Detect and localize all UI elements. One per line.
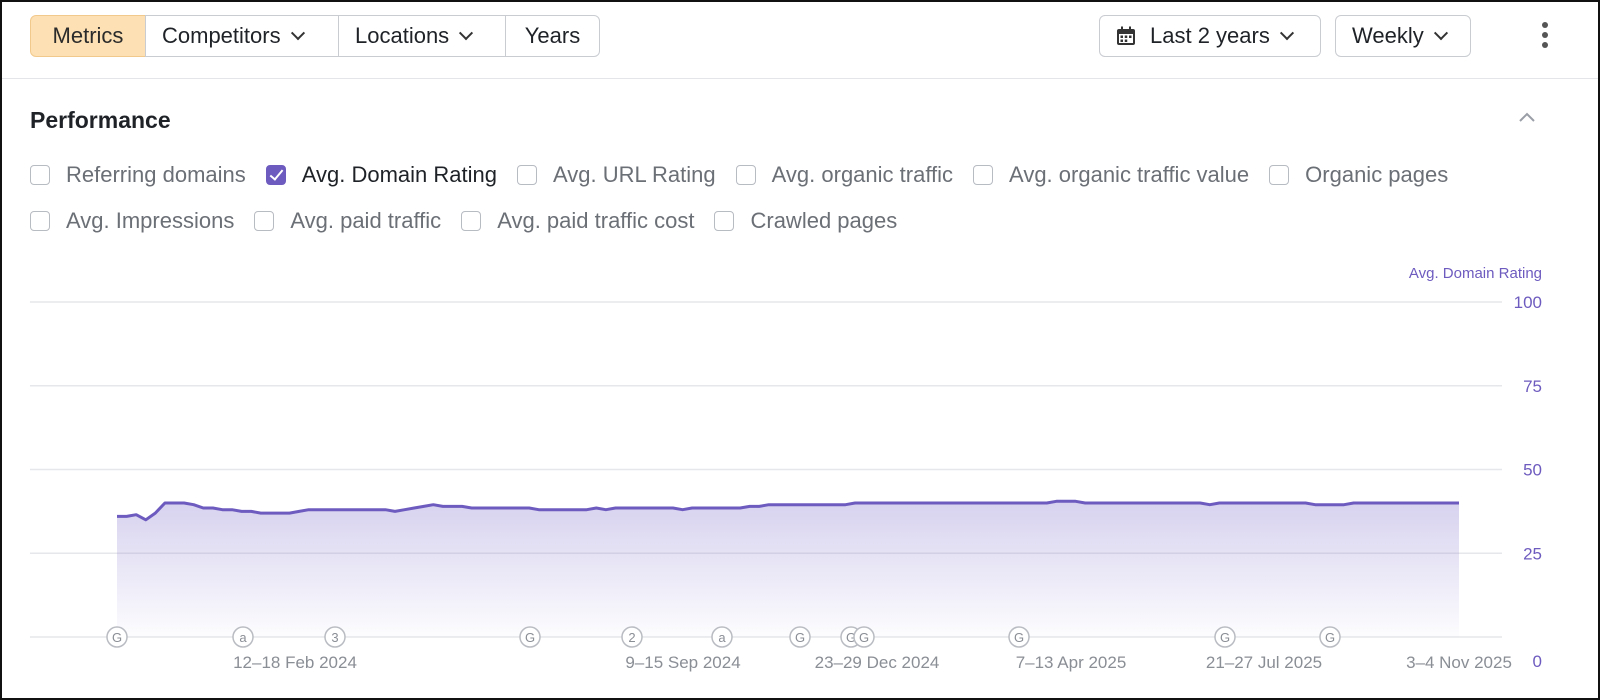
svg-text:2: 2 (628, 630, 635, 645)
annotation-marker-icon[interactable]: a (232, 626, 254, 648)
metric-label: Referring domains (66, 162, 246, 187)
metric-row-2: Avg. Impressions Avg. paid traffic Avg. … (30, 208, 917, 234)
annotation-marker-icon[interactable]: G (789, 626, 811, 648)
metric-label: Avg. paid traffic cost (497, 208, 695, 233)
checkbox[interactable] (30, 211, 50, 231)
svg-text:G: G (1325, 630, 1335, 645)
metric-avg-impressions[interactable]: Avg. Impressions (30, 208, 234, 234)
y-tick-label: 25 (1523, 544, 1542, 563)
tab-years[interactable]: Years (505, 15, 600, 57)
checkbox[interactable] (254, 211, 275, 231)
checkbox-checked[interactable] (265, 165, 286, 185)
annotation-marker-icon[interactable]: G (1214, 626, 1236, 648)
y-tick-label: 100 (1514, 293, 1542, 312)
x-tick-label: 7–13 Apr 2025 (1016, 653, 1127, 672)
metric-avg-paid-traffic[interactable]: Avg. paid traffic (254, 208, 441, 234)
metric-label: Avg. organic traffic value (1009, 162, 1250, 187)
svg-text:a: a (718, 630, 726, 645)
chevron-down-icon (1433, 26, 1448, 41)
annotation-marker-icon[interactable]: G (853, 626, 875, 648)
metric-label: Crawled pages (750, 208, 898, 233)
x-tick-label: 23–29 Dec 2024 (815, 653, 940, 672)
chevron-down-icon (290, 26, 305, 41)
metric-avg-organic-traffic[interactable]: Avg. organic traffic (735, 162, 954, 188)
metric-label: Avg. Impressions (66, 208, 235, 233)
y-axis-label: Avg. Domain Rating (1409, 265, 1542, 282)
x-tick-label: 21–27 Jul 2025 (1206, 653, 1322, 672)
metric-avg-organic-traffic-value[interactable]: Avg. organic traffic value (973, 162, 1249, 188)
svg-text:G: G (846, 630, 856, 645)
date-range-dropdown[interactable]: Last 2 years (1099, 15, 1321, 57)
checkbox[interactable] (714, 211, 735, 231)
annotation-marker-icon[interactable]: G (519, 626, 541, 648)
annotation-marker-icon[interactable]: G (106, 626, 128, 648)
tab-locations[interactable]: Locations (338, 15, 506, 57)
x-tick-label: 3–4 Nov 2025 (1406, 653, 1512, 672)
chart-area-fill (117, 501, 1459, 637)
metric-label: Avg. URL Rating (553, 162, 716, 187)
section-title: Performance (30, 107, 171, 133)
annotation-marker-icon[interactable]: 3 (324, 626, 346, 648)
chevron-up-icon[interactable] (1519, 110, 1535, 126)
date-range-label: Last 2 years (1150, 23, 1270, 48)
svg-text:G: G (1220, 630, 1230, 645)
svg-text:G: G (525, 630, 535, 645)
metric-referring-domains[interactable]: Referring domains (30, 162, 246, 188)
tab-metrics-label: Metrics (52, 23, 124, 48)
interval-label: Weekly (1352, 23, 1424, 48)
metric-row-1: Referring domains Avg. Domain Rating Avg… (30, 162, 1468, 188)
chevron-down-icon (1279, 26, 1294, 41)
svg-text:G: G (859, 630, 869, 645)
annotation-marker-icon[interactable]: G (1319, 626, 1341, 648)
metric-crawled-pages[interactable]: Crawled pages (714, 208, 897, 234)
metric-label: Organic pages (1305, 162, 1449, 187)
calendar-icon (1117, 26, 1135, 45)
checkbox[interactable] (517, 165, 537, 185)
annotation-marker-icon[interactable]: 2 (621, 626, 643, 648)
tab-locations-label: Locations (355, 23, 450, 48)
metric-avg-domain-rating[interactable]: Avg. Domain Rating (265, 162, 497, 188)
chart-series-line (117, 499, 1459, 522)
checkbox[interactable] (1269, 165, 1290, 185)
checkbox[interactable] (973, 165, 994, 185)
svg-text:G: G (112, 630, 122, 645)
metric-avg-url-rating[interactable]: Avg. URL Rating (517, 162, 716, 188)
tab-years-label: Years (524, 23, 581, 48)
tab-competitors-label: Competitors (162, 23, 281, 48)
metric-organic-pages[interactable]: Organic pages (1269, 162, 1448, 188)
svg-text:G: G (1014, 630, 1024, 645)
more-options-icon[interactable] (1540, 22, 1550, 52)
checkbox[interactable] (30, 165, 50, 185)
svg-text:3: 3 (331, 630, 338, 645)
toolbar: Metrics Competitors Locations Years (2, 2, 1598, 79)
annotation-marker-icon[interactable]: a (711, 626, 733, 648)
tab-competitors[interactable]: Competitors (145, 15, 339, 57)
tab-metrics[interactable]: Metrics (30, 15, 146, 57)
interval-dropdown[interactable]: Weekly (1335, 15, 1471, 57)
metric-avg-paid-traffic-cost[interactable]: Avg. paid traffic cost (461, 208, 694, 234)
checkbox[interactable] (461, 211, 482, 231)
x-tick-label: 12–18 Feb 2024 (233, 653, 357, 672)
svg-text:G: G (795, 630, 805, 645)
metric-label: Avg. paid traffic (290, 208, 442, 233)
x-tick-label: 9–15 Sep 2024 (625, 653, 740, 672)
y-tick-label: 50 (1523, 461, 1542, 480)
chevron-down-icon (459, 26, 474, 41)
svg-text:a: a (239, 630, 247, 645)
annotation-marker-icon[interactable]: G (1008, 626, 1030, 648)
metric-label: Avg. organic traffic (771, 162, 954, 187)
y-tick-label: 75 (1523, 377, 1542, 396)
y-tick-label: 0 (1533, 652, 1542, 671)
metric-label: Avg. Domain Rating (301, 162, 497, 187)
checkbox[interactable] (735, 165, 756, 185)
